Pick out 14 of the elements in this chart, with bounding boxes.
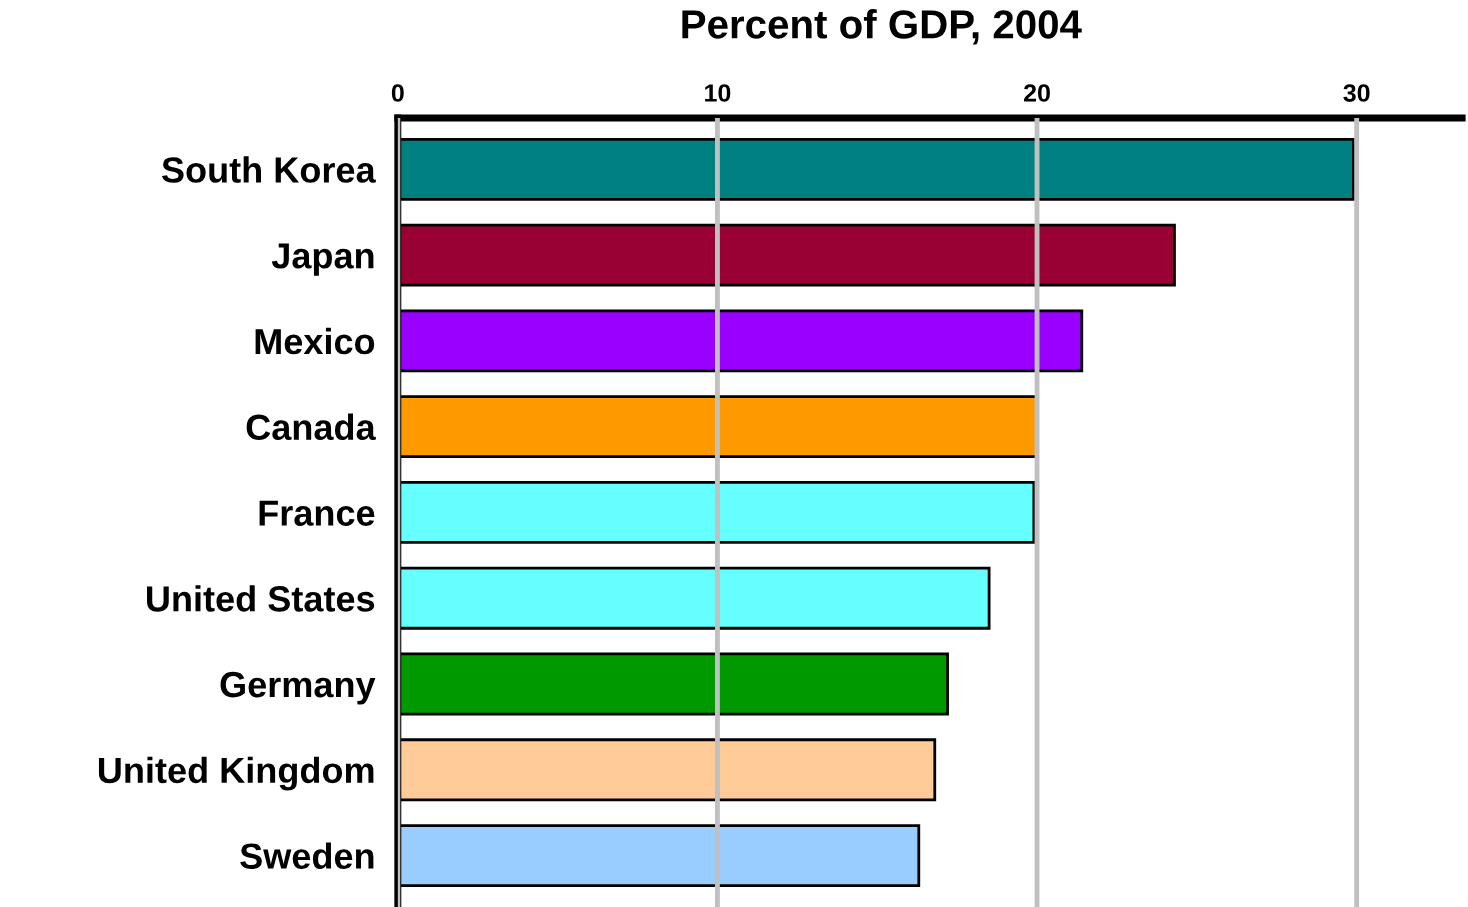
- x-tick-label: 0: [391, 84, 404, 102]
- y-tick-label: Sweden: [240, 842, 374, 869]
- y-tick-label: Mexico: [255, 327, 375, 355]
- y-tick-label: South Korea: [161, 156, 376, 183]
- y-tick-label: Germany: [220, 671, 376, 705]
- y-tick-label: Japan: [271, 243, 374, 276]
- y-tick-label: United Kingdom: [98, 756, 374, 791]
- chart-title: Percent of GDP, 2004: [682, 9, 1082, 45]
- y-tick-label: Canada: [246, 413, 376, 441]
- x-tick-label: 10: [705, 84, 731, 102]
- x-tick-label: 20: [1024, 84, 1050, 102]
- x-tick-label: 30: [1343, 84, 1370, 102]
- y-tick-label: France: [259, 500, 375, 526]
- y-tick-label: United States: [147, 585, 375, 612]
